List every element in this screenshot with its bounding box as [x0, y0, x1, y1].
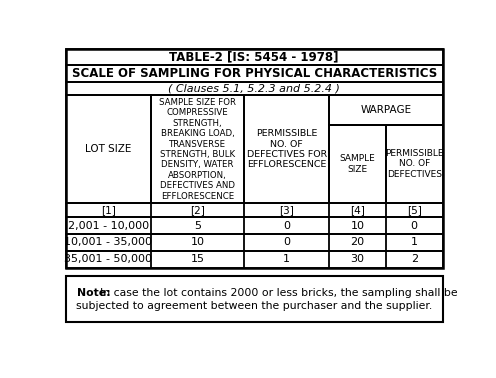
- Text: 10: 10: [190, 237, 205, 248]
- Text: 15: 15: [190, 254, 205, 265]
- Bar: [244, 95, 329, 203]
- Text: 35,001 - 50,000: 35,001 - 50,000: [64, 254, 152, 265]
- Text: [3]: [3]: [279, 205, 294, 215]
- Text: [2]: [2]: [190, 205, 205, 215]
- Text: [5]: [5]: [407, 205, 422, 215]
- Text: ( Clauses 5.1, 5.2.3 and 5.2.4 ): ( Clauses 5.1, 5.2.3 and 5.2.4 ): [168, 84, 340, 93]
- Bar: [66, 95, 151, 203]
- Bar: [66, 276, 442, 322]
- Text: 1: 1: [411, 237, 418, 248]
- Text: 0: 0: [283, 237, 290, 248]
- Bar: [386, 125, 442, 203]
- Text: 10: 10: [351, 220, 365, 231]
- Text: 0: 0: [411, 220, 418, 231]
- Text: [4]: [4]: [350, 205, 365, 215]
- Text: 2: 2: [411, 254, 418, 265]
- Bar: [66, 82, 442, 95]
- Bar: [66, 49, 442, 65]
- Text: SCALE OF SAMPLING FOR PHYSICAL CHARACTERISTICS: SCALE OF SAMPLING FOR PHYSICAL CHARACTER…: [71, 67, 437, 80]
- Text: WARPAGE: WARPAGE: [361, 105, 412, 115]
- Bar: [329, 95, 442, 125]
- Bar: [66, 217, 442, 234]
- Text: [1]: [1]: [101, 205, 116, 215]
- Text: 0: 0: [283, 220, 290, 231]
- Bar: [66, 203, 442, 217]
- Text: LOT SIZE: LOT SIZE: [85, 144, 131, 154]
- Text: SAMPLE
SIZE: SAMPLE SIZE: [340, 154, 375, 174]
- Text: 10,001 - 35,000: 10,001 - 35,000: [64, 237, 152, 248]
- Text: PERMISSIBLE
NO. OF
DEFECTIVES: PERMISSIBLE NO. OF DEFECTIVES: [385, 149, 443, 179]
- Bar: [66, 65, 442, 82]
- Text: PERMISSIBLE
NO. OF
DEFECTIVES FOR
EFFLORESCENCE: PERMISSIBLE NO. OF DEFECTIVES FOR EFFLOR…: [247, 129, 327, 169]
- Text: 30: 30: [351, 254, 365, 265]
- Text: In case the lot contains 2000 or less bricks, the sampling shall be: In case the lot contains 2000 or less br…: [100, 288, 458, 298]
- Text: Note:: Note:: [77, 288, 110, 298]
- Bar: [151, 95, 244, 203]
- Text: subjected to agreement between the purchaser and the supplier.: subjected to agreement between the purch…: [76, 301, 433, 311]
- Text: 1: 1: [283, 254, 290, 265]
- Bar: [66, 251, 442, 268]
- Text: 20: 20: [351, 237, 365, 248]
- Bar: [66, 234, 442, 251]
- Text: 2,001 - 10,000: 2,001 - 10,000: [68, 220, 149, 231]
- Text: SAMPLE SIZE FOR
COMPRESSIVE
STRENGTH,
BREAKING LOAD,
TRANSVERSE
STRENGTH, BULK
D: SAMPLE SIZE FOR COMPRESSIVE STRENGTH, BR…: [159, 98, 236, 201]
- Bar: [66, 49, 442, 268]
- Text: 5: 5: [194, 220, 201, 231]
- Bar: [329, 125, 386, 203]
- Text: TABLE-2 [IS: 5454 - 1978]: TABLE-2 [IS: 5454 - 1978]: [170, 50, 339, 64]
